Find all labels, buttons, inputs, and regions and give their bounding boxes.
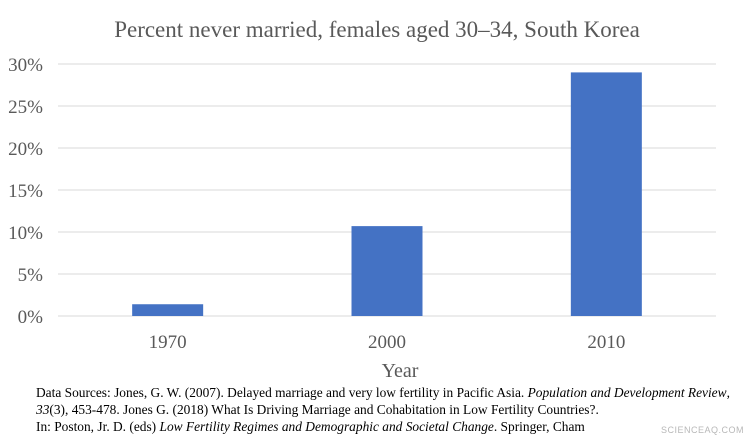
y-tick-label: 10% [8,223,43,244]
y-tick-label: 25% [8,97,43,118]
footer-text: Data Sources: Jones, G. W. (2007). Delay… [36,385,528,400]
y-tick-label: 20% [8,139,43,160]
y-tick-label: 5% [18,265,44,286]
footer-text: (3), 453-478. Jones G. (2018) What Is Dr… [49,402,599,417]
footer-text: , [726,385,730,400]
bar-2000 [351,226,423,316]
bar-1970 [132,304,204,316]
y-tick-label: 0% [18,307,44,328]
x-tick-label: 1970 [149,332,187,353]
x-axis-title: Year [382,360,419,382]
x-tick-label: 2010 [587,332,625,353]
y-axis-ticks: 0% 5% 10% 15% 20% 25% 30% [8,55,43,328]
footer-text: In: Poston, Jr. D. (eds) [36,419,160,434]
watermark: SCIENCEAQ.COM [660,425,744,435]
footer-text: . Springer, Cham [493,419,585,434]
footer-book: Low Fertility Regimes and Demographic an… [159,419,494,434]
footer-volume: 33 [36,402,50,417]
y-tick-label: 30% [8,55,43,76]
bars [132,72,642,317]
footer-journal: Population and Development Review [527,385,727,400]
data-sources-note: Data Sources: Jones, G. W. (2007). Delay… [36,384,746,435]
bar-2010 [570,72,642,317]
x-axis-ticks: 1970 2000 2010 [149,332,626,353]
x-tick-label: 2000 [368,332,406,353]
y-tick-label: 15% [8,181,43,202]
chart-title: Percent never married, females aged 30–3… [114,17,640,42]
